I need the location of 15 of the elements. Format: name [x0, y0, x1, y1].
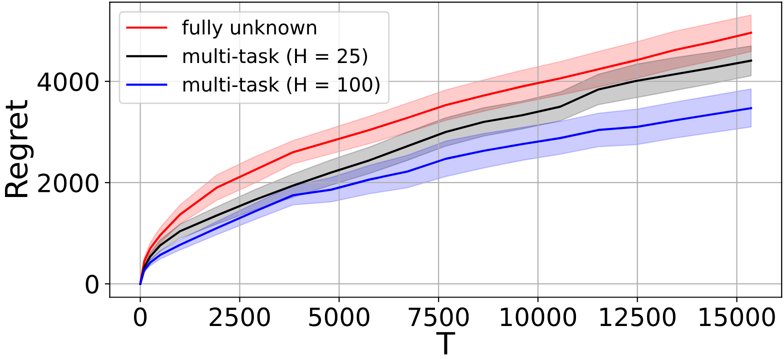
legend-label: multi-task (H = 25) [183, 48, 368, 66]
x-tick-label: 2500 [210, 307, 270, 326]
x-tick-label: 5000 [309, 307, 370, 326]
legend-label: fully unknown [182, 20, 316, 38]
y-tick-label: 2000 [38, 174, 98, 192]
legend-label: multi-task (H = 100) [183, 76, 380, 94]
x-tick-label: 10000 [500, 307, 576, 326]
x-axis-title: T [436, 332, 456, 354]
x-tick-label: 12500 [600, 307, 676, 326]
y-tick-label: 0 [86, 274, 98, 294]
x-tick-label: 15000 [700, 307, 775, 326]
y-axis-title: Regret [5, 100, 34, 198]
x-tick-label: 7500 [408, 307, 469, 326]
x-tick-label: 0 [134, 307, 147, 326]
y-tick-label: 4000 [38, 72, 98, 92]
